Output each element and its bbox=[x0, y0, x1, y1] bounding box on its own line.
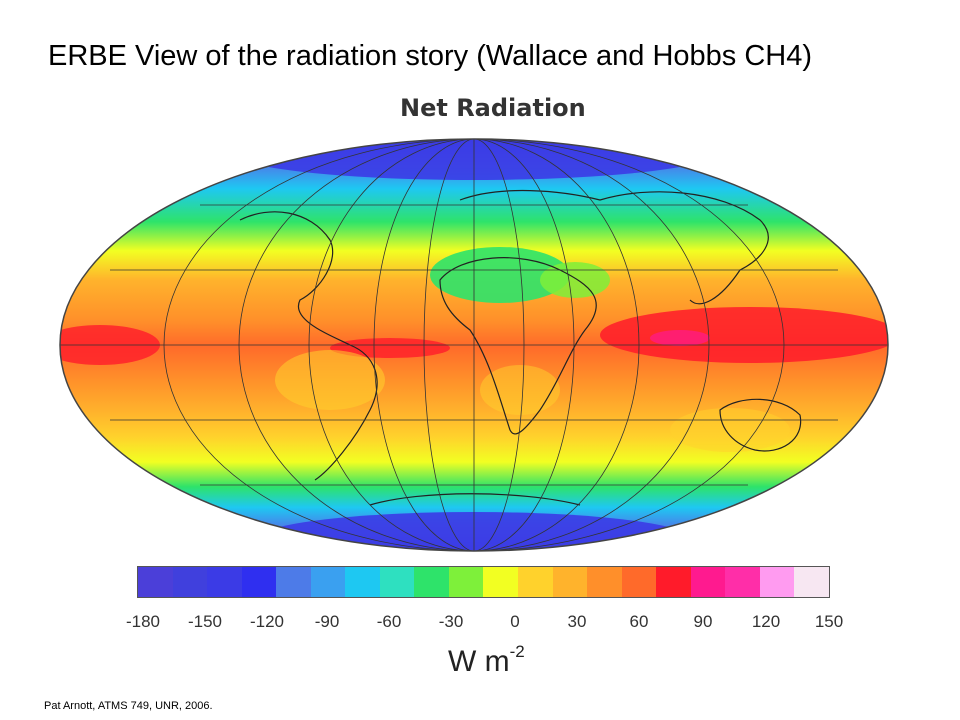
tick-label: 120 bbox=[751, 612, 781, 631]
color-swatch bbox=[448, 567, 484, 597]
tick-label: 0 bbox=[510, 612, 520, 631]
units-label: W m-2 bbox=[448, 642, 525, 679]
color-swatch bbox=[172, 567, 208, 597]
tick-label: -30 bbox=[438, 612, 464, 631]
tick-label: 60 bbox=[629, 612, 649, 631]
color-swatch bbox=[725, 567, 760, 597]
tick-label: -90 bbox=[314, 612, 340, 631]
color-scale-ticks: -180 -150 -120 -90 -60 -30 0 30 60 90 12… bbox=[0, 612, 960, 634]
color-swatch bbox=[794, 567, 829, 597]
tick-label: -180 bbox=[125, 612, 161, 631]
units-base: W m bbox=[448, 645, 510, 678]
color-swatch bbox=[621, 567, 657, 597]
units-exponent: -2 bbox=[509, 642, 525, 661]
color-swatch bbox=[138, 567, 173, 597]
slide-credit: Pat Arnott, ATMS 749, UNR, 2006. bbox=[44, 700, 213, 712]
graticule bbox=[60, 139, 888, 551]
tick-label: -150 bbox=[187, 612, 223, 631]
color-swatch bbox=[345, 567, 380, 597]
color-swatch bbox=[656, 567, 691, 597]
color-scale-bar bbox=[137, 566, 830, 598]
color-swatch bbox=[379, 567, 415, 597]
color-swatch bbox=[207, 567, 242, 597]
tick-label: 30 bbox=[567, 612, 587, 631]
color-swatch bbox=[552, 567, 588, 597]
color-swatch bbox=[310, 567, 346, 597]
coastlines bbox=[239, 189, 802, 506]
color-swatch bbox=[241, 567, 277, 597]
color-swatch bbox=[483, 567, 519, 597]
warm-pool-region bbox=[600, 307, 888, 363]
color-swatch bbox=[276, 567, 311, 597]
tick-label: 150 bbox=[814, 612, 844, 631]
color-swatch bbox=[518, 567, 553, 597]
tick-label: -60 bbox=[376, 612, 402, 631]
slide-title: ERBE View of the radiation story (Wallac… bbox=[48, 40, 813, 72]
tick-label: 90 bbox=[693, 612, 713, 631]
tick-label: -120 bbox=[249, 612, 285, 631]
color-swatch bbox=[690, 567, 726, 597]
map-title: Net Radiation bbox=[400, 94, 586, 122]
color-swatch bbox=[759, 567, 795, 597]
color-swatch bbox=[414, 567, 449, 597]
color-swatch bbox=[587, 567, 622, 597]
